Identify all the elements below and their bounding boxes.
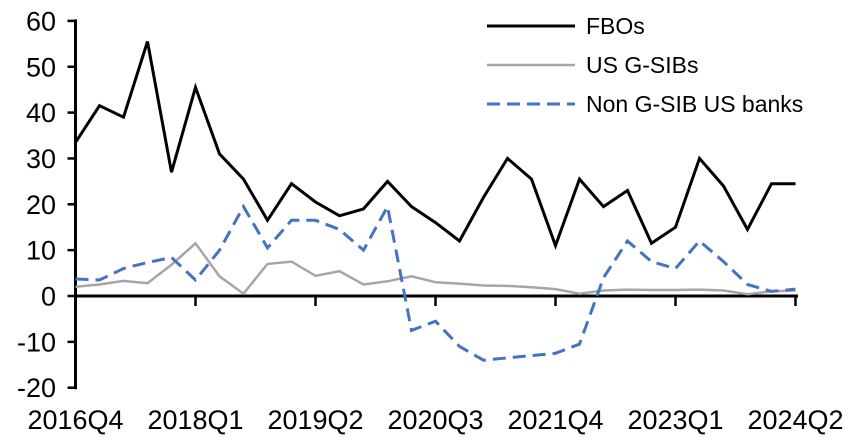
x-axis-tick-label: 2023Q1 xyxy=(627,405,723,435)
y-axis: 60 50 40 30 20 10 0 -10 -20 xyxy=(17,6,77,403)
y-axis-tick-label: -20 xyxy=(17,373,56,403)
y-axis-tick-label: 40 xyxy=(26,98,56,128)
series-line-non-g-sib-us-banks xyxy=(75,202,796,362)
legend-label-us-gsibs: US G-SIBs xyxy=(586,52,698,78)
y-axis-tick-label: -10 xyxy=(17,327,56,357)
x-axis: 2016Q4 2018Q1 2019Q2 2020Q3 2021Q4 2023Q1 2024… xyxy=(27,294,844,435)
x-axis-tick-label: 2019Q2 xyxy=(267,405,363,435)
legend-label-non-gsib-us-banks: Non G-SIB US banks xyxy=(586,91,803,117)
x-axis-tick-label: 2018Q1 xyxy=(147,405,243,435)
y-axis-tick-label: 10 xyxy=(26,236,56,266)
plot-area xyxy=(74,41,796,362)
y-axis-tick-label: 30 xyxy=(26,144,56,174)
series-line-us-g-sibs xyxy=(75,241,796,296)
legend-label-fbos: FBOs xyxy=(586,13,645,39)
series-line-fbos xyxy=(74,41,796,251)
x-axis-tick-label: 2024Q2 xyxy=(747,405,843,435)
x-axis-tick-label: 2020Q3 xyxy=(387,405,483,435)
y-axis-tick-label: 60 xyxy=(26,6,56,36)
y-axis-tick-label: 20 xyxy=(26,190,56,220)
y-axis-tick-label: 0 xyxy=(41,282,56,312)
legend: FBOs US G-SIBs Non G-SIB US banks xyxy=(487,13,803,117)
x-axis-tick-label: 2021Q4 xyxy=(507,405,603,435)
y-axis-tick-label: 50 xyxy=(26,52,56,82)
x-axis-tick-label: 2016Q4 xyxy=(27,405,123,435)
